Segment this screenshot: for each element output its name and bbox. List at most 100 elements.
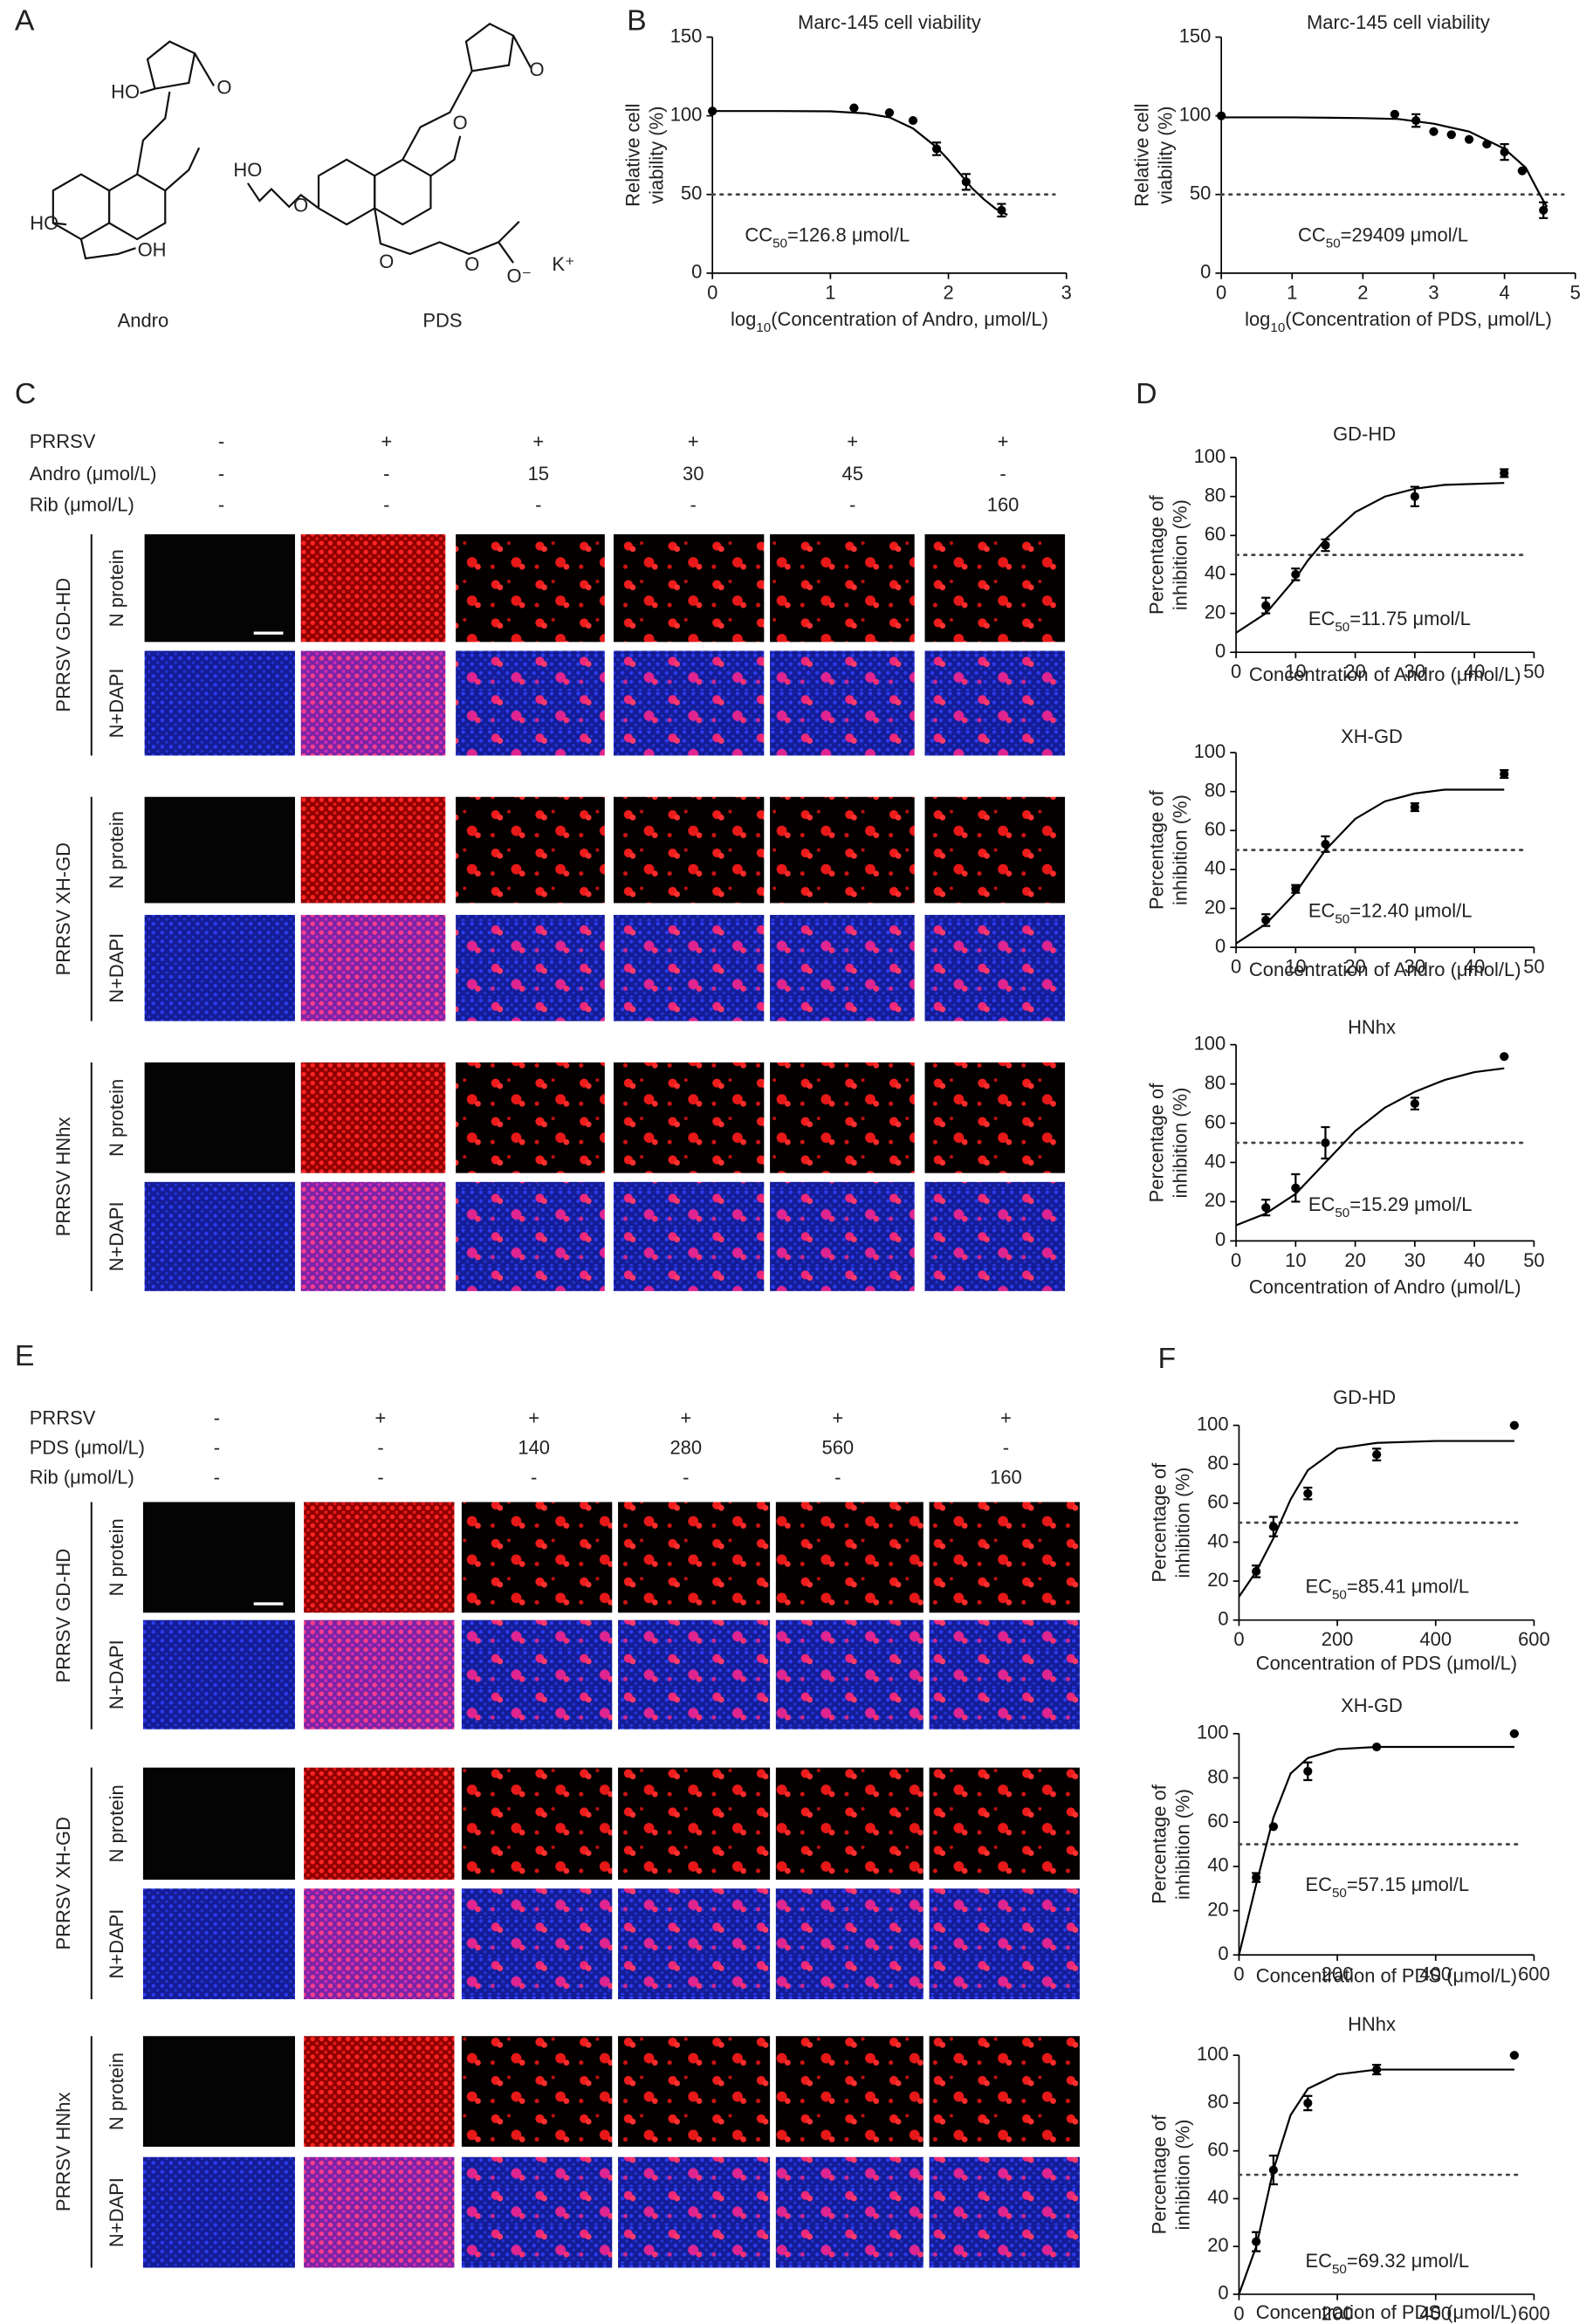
data-point: [1303, 1766, 1313, 1776]
atom-label: O: [379, 251, 394, 272]
group-label: PRRSV GD-HD: [52, 1549, 74, 1683]
y-tick-label: 40: [1207, 1854, 1228, 1876]
annotation-part: 50: [1335, 1205, 1349, 1220]
micrograph: [456, 796, 605, 904]
x-tick-label: 2: [943, 281, 953, 303]
data-point: [1446, 130, 1456, 140]
data-point: [1303, 1489, 1313, 1498]
micrograph: [144, 533, 295, 643]
row-label: N+DAPI: [106, 669, 127, 739]
x-axis-label-part: 10: [1270, 320, 1285, 334]
atom-label: O: [530, 58, 545, 80]
chart-title: HNhx: [1348, 1016, 1396, 1038]
condition-value: 140: [518, 1436, 550, 1458]
x-tick-label: 0: [707, 281, 718, 303]
y-tick-label: 20: [1207, 1898, 1228, 1920]
y-tick-label: 0: [1218, 1942, 1228, 1964]
condition-value: -: [849, 494, 855, 516]
atom-label: O: [453, 112, 468, 134]
data-point: [1268, 1522, 1278, 1531]
condition-value: +: [832, 1407, 843, 1429]
y-tick-label: 20: [1205, 601, 1226, 622]
micrograph: [770, 533, 915, 643]
data-point: [1539, 205, 1548, 215]
micrograph: [456, 1062, 605, 1173]
micrograph: [929, 1502, 1080, 1613]
bond: [79, 238, 136, 260]
data-point: [997, 205, 1006, 215]
condition-value: +: [532, 430, 544, 452]
condition-value: -: [834, 1466, 841, 1488]
annotation: EC50=85.41 μmol/L: [1305, 1575, 1469, 1602]
ring: [51, 173, 111, 241]
annotation-part: 50: [772, 236, 787, 251]
y-axis-label: inhibition (%): [1169, 1088, 1191, 1199]
micrograph: [618, 1619, 771, 1729]
y-tick-label: 100: [1194, 445, 1226, 467]
y-tick-label: 60: [1207, 1491, 1228, 1513]
micrograph: [304, 2036, 455, 2147]
y-tick-label: 80: [1205, 485, 1226, 506]
data-point: [1410, 1099, 1419, 1109]
condition-value: -: [535, 494, 541, 516]
condition-label: Rib (μmol/L): [30, 494, 134, 516]
row-label: N+DAPI: [106, 933, 127, 1003]
micrograph: [618, 2156, 771, 2268]
y-axis-label: inhibition (%): [1169, 794, 1191, 905]
condition-value: +: [381, 430, 392, 452]
data-point: [1268, 1822, 1278, 1832]
y-tick-label: 0: [1215, 935, 1226, 957]
structure-name: PDS: [422, 309, 462, 331]
micrograph: [461, 1888, 613, 1999]
data-point: [1390, 109, 1399, 119]
data-point: [1410, 492, 1419, 501]
y-tick-label: 40: [1207, 1530, 1228, 1551]
y-tick-label: 40: [1205, 1150, 1226, 1172]
x-tick-label: 200: [1322, 2302, 1354, 2324]
y-tick-label: 0: [1218, 2282, 1228, 2304]
condition-value: +: [1000, 1407, 1012, 1429]
data-point: [1372, 1450, 1382, 1460]
micrograph: [770, 914, 915, 1021]
condition-value: +: [375, 1407, 387, 1429]
x-tick-label: 40: [1464, 1249, 1485, 1271]
micrograph: [304, 1888, 455, 1999]
condition-value: -: [218, 463, 224, 485]
micrograph: [461, 2036, 613, 2147]
atom-label: O: [216, 76, 231, 98]
y-tick-label: 80: [1207, 1765, 1228, 1787]
data-point: [1261, 601, 1271, 610]
condition-value: 280: [669, 1436, 702, 1458]
condition-value: -: [214, 1436, 220, 1458]
bond: [374, 208, 514, 264]
data-point: [1482, 140, 1492, 149]
micrograph: [770, 1181, 915, 1291]
y-axis-label: Percentage of: [1145, 1083, 1167, 1203]
atom-label: HO: [30, 212, 58, 234]
y-tick-label: 0: [1200, 261, 1211, 283]
y-tick-label: 100: [1197, 2043, 1229, 2065]
x-axis-label: Concentration of PDS (μmol/L): [1256, 1964, 1517, 1986]
condition-value: +: [998, 430, 1009, 452]
data-point: [1500, 468, 1509, 478]
micrograph: [456, 533, 605, 643]
condition-value: -: [1003, 1436, 1009, 1458]
micrograph: [775, 1888, 924, 1999]
chemical-structures: [51, 23, 532, 264]
data-point: [1261, 915, 1271, 925]
row-label: N+DAPI: [106, 2177, 127, 2247]
data-point: [1464, 134, 1474, 144]
annotation-part: =29409 μmol/L: [1341, 223, 1468, 245]
condition-value: -: [377, 1436, 383, 1458]
y-axis-label: Percentage of: [1145, 494, 1167, 615]
micrograph: [929, 1767, 1080, 1881]
data-point: [1509, 2051, 1519, 2060]
x-tick-label: 1: [825, 281, 835, 303]
y-axis-label: inhibition (%): [1172, 1789, 1194, 1900]
micrograph: [461, 2156, 613, 2268]
condition-value: -: [690, 494, 697, 516]
x-axis-label-part: 10: [756, 320, 771, 334]
x-tick-label: 10: [1285, 956, 1306, 978]
micrograph: [929, 2036, 1080, 2147]
x-axis-label-part: Concentration of PDS (μmol/L): [1256, 1964, 1517, 1986]
